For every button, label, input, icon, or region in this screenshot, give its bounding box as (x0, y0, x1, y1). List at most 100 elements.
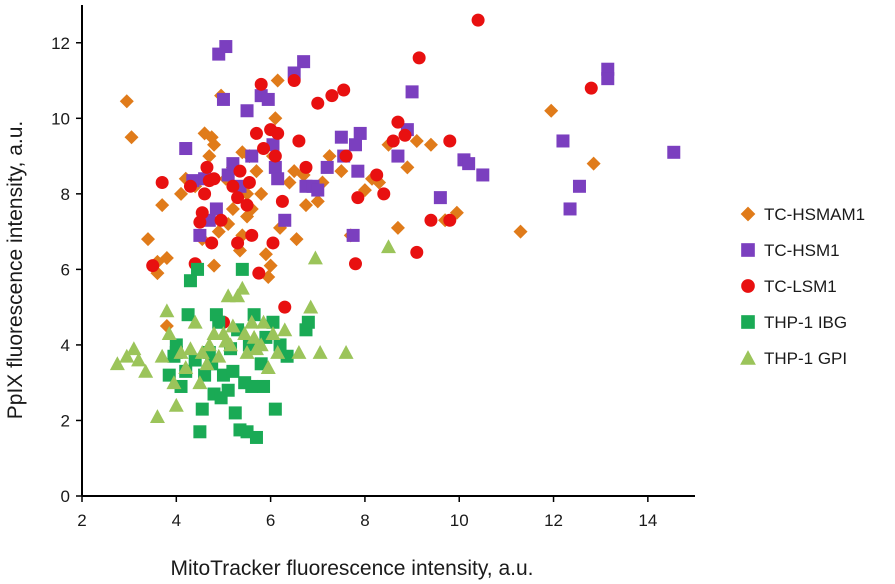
data-point (199, 356, 215, 371)
data-point (253, 337, 269, 352)
data-point (228, 406, 242, 420)
data-point (187, 314, 203, 329)
data-point (268, 111, 283, 126)
data-point (141, 232, 156, 247)
x-tick-label: 6 (266, 511, 275, 530)
data-point (405, 85, 419, 99)
data-point (266, 315, 280, 329)
data-point (390, 220, 405, 235)
data-point (325, 89, 339, 103)
legend-marker (741, 315, 755, 329)
data-point (254, 186, 269, 201)
data-point (109, 356, 125, 371)
data-point (398, 128, 412, 142)
data-point (223, 337, 239, 352)
data-point (242, 176, 256, 190)
data-point (410, 245, 424, 259)
data-point (192, 375, 208, 390)
data-point (214, 213, 228, 227)
data-point (216, 92, 230, 106)
data-point (193, 425, 207, 439)
data-point (334, 130, 348, 144)
data-point (311, 96, 325, 110)
data-point (254, 357, 268, 371)
data-point (443, 134, 457, 148)
data-point (337, 83, 351, 97)
data-point (221, 383, 235, 397)
data-point (138, 363, 154, 378)
data-point (226, 179, 240, 193)
data-point (271, 172, 285, 186)
data-point (351, 191, 365, 205)
data-point (198, 187, 212, 201)
data-point (271, 126, 285, 140)
data-point (476, 168, 490, 182)
data-point (268, 149, 282, 163)
data-point (161, 326, 177, 340)
data-point (556, 134, 570, 148)
x-tick-label: 12 (544, 511, 563, 530)
data-point (339, 149, 353, 163)
data-point (338, 344, 354, 359)
data-point (303, 299, 319, 314)
x-tick-label: 4 (172, 511, 181, 530)
data-point (126, 341, 142, 356)
legend-label: TC-HSMAM1 (764, 205, 865, 224)
data-point (258, 247, 273, 262)
y-axis-title: PpIX fluorescence intensity, a.u. (4, 121, 27, 419)
data-point (249, 430, 263, 444)
data-point (249, 164, 264, 179)
legend-item: TC-HSMAM1 (740, 205, 865, 224)
data-point (386, 134, 400, 148)
data-point (183, 274, 197, 288)
data-point (234, 280, 250, 295)
data-point (245, 379, 259, 393)
data-point (278, 300, 292, 314)
data-point (287, 74, 301, 88)
data-point (149, 409, 165, 424)
data-point (237, 326, 253, 340)
data-point (320, 160, 334, 174)
data-point (168, 397, 184, 412)
data-point (257, 142, 271, 156)
legend-item: THP-1 IBG (741, 313, 847, 332)
y-tick-label: 4 (61, 336, 70, 355)
y-tick-label: 12 (51, 34, 70, 53)
data-point (301, 315, 315, 329)
data-point (207, 258, 222, 273)
data-point (221, 168, 235, 182)
data-point (131, 352, 147, 367)
data-point (181, 308, 195, 322)
data-point (471, 13, 485, 27)
data-point (207, 137, 222, 152)
y-tick-label: 2 (61, 411, 70, 430)
data-point (275, 194, 289, 208)
data-point (268, 160, 282, 174)
legend-item: THP-1 GPI (740, 349, 847, 368)
data-point (194, 344, 210, 359)
y-tick-label: 6 (61, 260, 70, 279)
y-tick-label: 8 (61, 185, 70, 204)
data-point (207, 172, 221, 186)
data-point (667, 145, 681, 159)
legend-marker (741, 243, 755, 257)
data-point (322, 149, 337, 164)
data-point (462, 157, 476, 171)
legend-marker (741, 279, 755, 293)
data-point (311, 183, 325, 197)
plot-area (109, 13, 681, 444)
data-point (166, 375, 182, 390)
data-point (544, 103, 559, 118)
data-point (219, 40, 233, 54)
data-point (312, 344, 328, 359)
data-point (182, 341, 198, 356)
data-point (220, 288, 236, 303)
data-point (348, 257, 362, 271)
data-point (245, 228, 259, 242)
data-point (235, 262, 249, 276)
data-point (201, 337, 217, 352)
legend-item: TC-HSM1 (741, 241, 840, 260)
data-point (249, 126, 263, 140)
